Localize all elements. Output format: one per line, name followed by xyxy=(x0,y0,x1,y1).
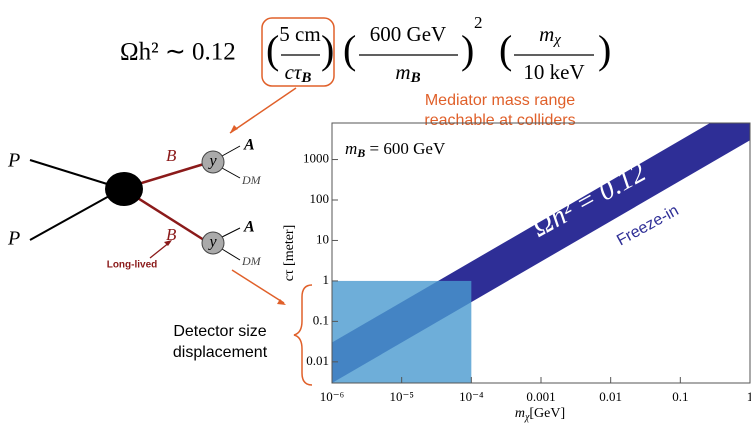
frac-num: 600 GeV xyxy=(370,22,446,46)
x-tick-label: 10⁻⁴ xyxy=(459,389,484,404)
label: Long-lived xyxy=(107,260,158,271)
x-axis-label: [GeV] xyxy=(529,406,565,421)
annotation: Mediator mass range xyxy=(425,92,575,109)
label: B xyxy=(166,225,177,244)
formula-lhs: Ωh² ∼ 0.12 xyxy=(120,39,236,66)
label: P xyxy=(7,150,20,172)
label: DM xyxy=(241,254,262,268)
y-tick-label: 10 xyxy=(316,231,329,246)
power: 2 xyxy=(474,13,483,32)
frac-num: mχ xyxy=(539,22,561,49)
x-tick-label: 0.1 xyxy=(672,389,688,404)
y-tick-label: 0.01 xyxy=(306,353,329,368)
inset-label: m xyxy=(345,139,357,158)
y-tick-label: 100 xyxy=(310,191,330,206)
paren: ( xyxy=(343,27,356,72)
arrowhead xyxy=(230,125,238,133)
y-tick-label: 1 xyxy=(323,272,330,287)
label: y xyxy=(207,234,217,251)
frac-sub: χ xyxy=(552,32,561,48)
frac-num: 5 cm xyxy=(279,22,320,46)
x-tick-label: 10⁻⁵ xyxy=(389,389,413,404)
y-axis-label: cτ [meter] xyxy=(282,225,297,282)
annotation: Detector size xyxy=(173,323,266,340)
line xyxy=(222,168,240,178)
inset-label: mB = 600 GeV xyxy=(345,139,446,160)
x-tick-label: 1 xyxy=(747,389,751,404)
line xyxy=(30,190,120,240)
x-tick-label: 0.001 xyxy=(526,389,555,404)
frac-sub: B xyxy=(300,70,311,86)
frac-den: cτ xyxy=(285,60,303,84)
label: y xyxy=(207,153,217,170)
line xyxy=(222,249,240,260)
frac-den: cτB xyxy=(285,60,312,87)
x-axis-label: mχ[GeV] xyxy=(515,406,565,423)
frac-num: m xyxy=(539,22,554,46)
line xyxy=(222,146,240,156)
arrow xyxy=(232,270,284,303)
frac-sub: B xyxy=(410,70,421,86)
feynman-diagram: P P B B y y A A DM DM Long-lived xyxy=(7,137,262,271)
blob xyxy=(105,172,143,206)
x-tick-label: 0.01 xyxy=(599,389,622,404)
paren: ( xyxy=(266,27,279,72)
inset-label: B xyxy=(356,146,365,160)
y-tick-label: 0.1 xyxy=(313,312,329,327)
paren: ) xyxy=(321,27,334,72)
brace xyxy=(294,285,312,385)
inset-label: = 600 GeV xyxy=(365,139,446,158)
label: P xyxy=(7,228,20,250)
region xyxy=(332,281,471,383)
paren: ) xyxy=(598,27,611,72)
label: DM xyxy=(241,173,262,187)
x-axis-label: m xyxy=(515,406,525,421)
annotation: reachable at colliders xyxy=(424,112,575,129)
label: A xyxy=(243,219,255,236)
paren: ) xyxy=(461,27,474,72)
frac-den: m xyxy=(395,60,410,84)
formula: Ωh² ∼ 0.12 ( ) 5 cm cτB ( ) 2 600 GeV mB… xyxy=(120,13,611,87)
frac-den: mB xyxy=(395,60,420,87)
slide: Ωh² ∼ 0.12 ( ) 5 cm cτB ( ) 2 600 GeV mB… xyxy=(0,0,751,426)
line xyxy=(222,228,240,237)
annotation: displacement xyxy=(173,344,268,361)
arrow xyxy=(230,88,296,133)
frac-den: 10 keV xyxy=(523,60,584,84)
x-tick-label: 10⁻⁶ xyxy=(320,389,344,404)
y-tick-label: 1000 xyxy=(303,151,329,166)
label: B xyxy=(166,146,177,165)
paren: ( xyxy=(499,27,512,72)
label: A xyxy=(243,137,255,154)
